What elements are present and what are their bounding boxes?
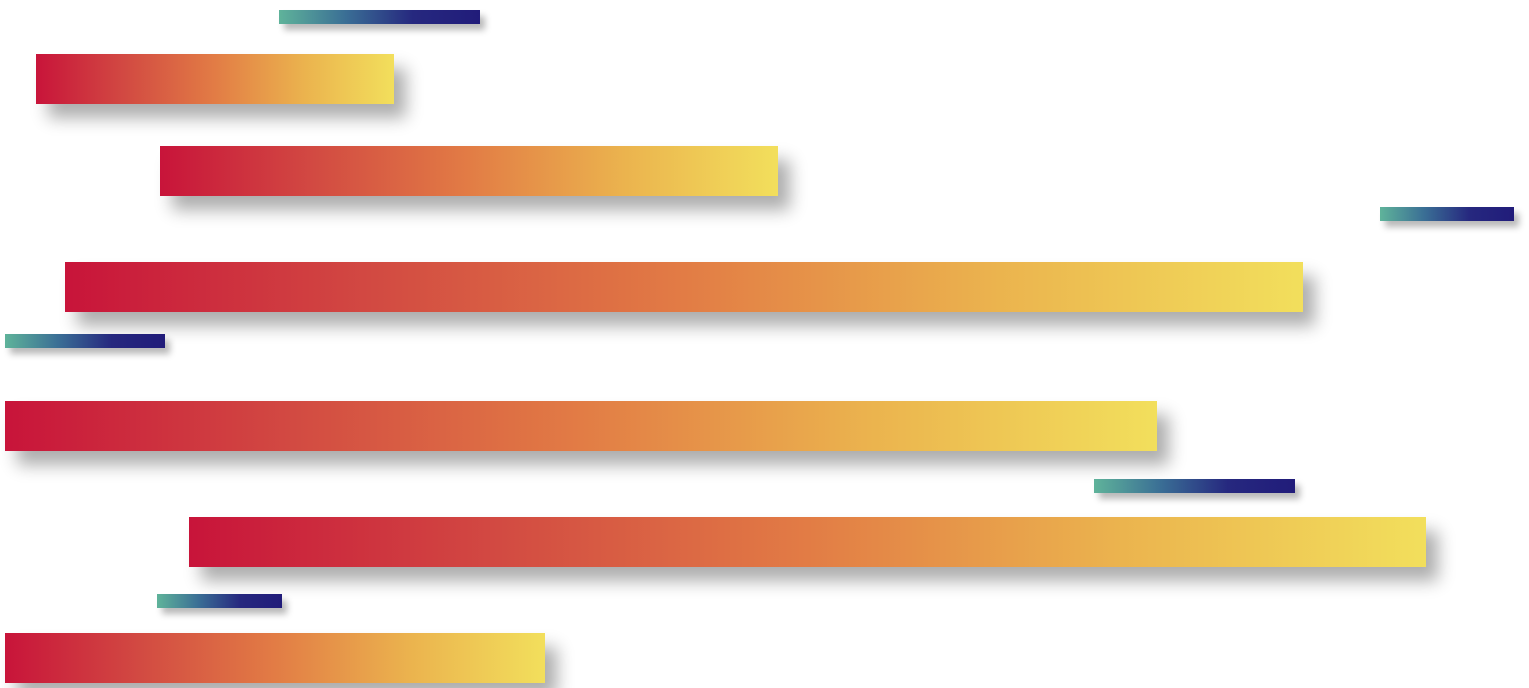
cool-bar	[279, 10, 480, 24]
warm-bar	[65, 262, 1303, 312]
warm-bar	[5, 633, 545, 683]
cool-bar	[5, 334, 165, 348]
cool-bar	[157, 594, 282, 608]
cool-bar	[1094, 479, 1295, 493]
warm-bar	[36, 54, 394, 104]
cool-bar	[1380, 207, 1514, 221]
warm-bar	[5, 401, 1157, 451]
warm-bar	[189, 517, 1426, 567]
warm-bar	[160, 146, 778, 196]
